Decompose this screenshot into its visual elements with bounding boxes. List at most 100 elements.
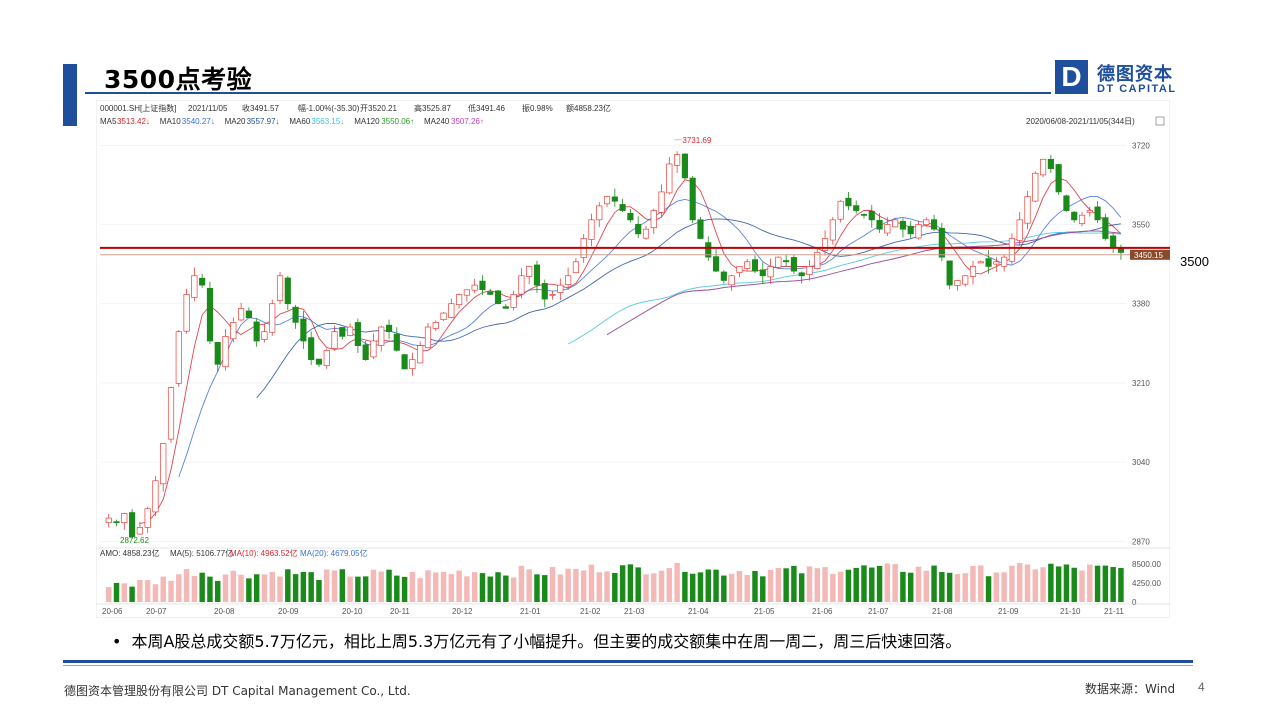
ma-legend-value: 3540.27↓ bbox=[182, 117, 215, 126]
candle-body bbox=[837, 200, 844, 220]
volume-bar bbox=[417, 578, 423, 602]
candle-body bbox=[245, 310, 252, 319]
candle-body bbox=[572, 261, 579, 274]
volume-bar bbox=[394, 575, 400, 602]
volume-bar bbox=[471, 572, 478, 602]
x-tick-label: 21-11 bbox=[1104, 607, 1124, 616]
candle-body bbox=[541, 283, 548, 300]
candle-body bbox=[276, 275, 284, 301]
x-tick-label: 21-06 bbox=[812, 607, 833, 616]
ma-legend: MA5 3513.42↓ MA10 3540.27↓ MA20 3557.97↓ MA60 3… bbox=[100, 117, 484, 126]
volume-bar bbox=[176, 574, 182, 602]
y-tick-label: 3040 bbox=[1132, 458, 1150, 467]
candle-body bbox=[915, 224, 922, 239]
candle-body bbox=[183, 294, 190, 332]
slide-title: 3500点考验 bbox=[104, 65, 253, 94]
zoom-button[interactable] bbox=[1155, 116, 1165, 126]
volume-bar bbox=[682, 571, 688, 602]
volume-bar bbox=[744, 574, 750, 602]
volume-ma5: MA(5): 5106.77亿 bbox=[170, 548, 233, 558]
candle-body bbox=[152, 480, 159, 513]
ma-legend-value: 3557.97↓ bbox=[247, 117, 280, 126]
candle-body bbox=[728, 275, 735, 286]
candle-body bbox=[930, 219, 938, 230]
volume-tick-label: 0 bbox=[1132, 598, 1137, 607]
footer-divider-thin bbox=[63, 665, 1193, 666]
volume-ma10: MA(10): 4963.52亿 bbox=[230, 548, 298, 558]
candle-body bbox=[160, 443, 167, 485]
volume-bar bbox=[355, 576, 361, 602]
candle-body bbox=[206, 287, 214, 342]
candle-body bbox=[424, 326, 432, 349]
bullet-dot-icon: • bbox=[112, 632, 122, 651]
candle-body bbox=[354, 322, 361, 347]
volume-bar bbox=[160, 576, 166, 602]
candle-body bbox=[393, 333, 400, 351]
volume-bar bbox=[876, 565, 883, 602]
volume-bar bbox=[549, 567, 556, 602]
volume-bar bbox=[137, 579, 143, 602]
candle-body bbox=[720, 271, 727, 281]
volume-bar bbox=[783, 568, 789, 602]
footer-source: 数据来源：Wind bbox=[1085, 682, 1176, 696]
summary-bullet: • 本周A股总成交额5.7万亿元，相比上周5.3万亿元有了小幅提升。但主要的成交额… bbox=[112, 628, 961, 652]
volume-bar bbox=[401, 576, 408, 602]
ma-legend-name: MA120 bbox=[354, 117, 380, 126]
x-tick-label: 20-12 bbox=[452, 607, 473, 616]
volume-bar bbox=[215, 580, 221, 602]
candle-body bbox=[565, 275, 572, 286]
volume-bar bbox=[728, 573, 735, 602]
chart-header-row: 000001.SH[上证指数] 2021/11/05 收3491.57 幅-1.… bbox=[100, 103, 611, 113]
ma-line bbox=[256, 218, 1121, 399]
volume-bar bbox=[697, 572, 704, 602]
candle-body bbox=[938, 228, 945, 258]
candle-body bbox=[681, 153, 688, 179]
candle-body bbox=[845, 197, 852, 207]
volume-bar bbox=[806, 566, 813, 602]
candle-body bbox=[385, 324, 393, 333]
x-tick-label: 20-06 bbox=[102, 607, 123, 616]
volume-bar bbox=[931, 565, 937, 602]
candle-body bbox=[448, 303, 455, 319]
volume-bar bbox=[798, 573, 805, 602]
candle-body bbox=[946, 260, 953, 286]
volume-bar bbox=[1094, 565, 1101, 602]
volume-bar bbox=[487, 576, 493, 602]
volume-bar bbox=[635, 567, 641, 602]
logo-mark: D bbox=[1055, 60, 1088, 94]
header-amount: 额4858.23亿 bbox=[566, 103, 611, 113]
ma-line bbox=[606, 230, 1121, 336]
candle-body bbox=[736, 266, 743, 273]
volume-bar bbox=[433, 572, 439, 602]
volume-bar bbox=[1079, 570, 1085, 602]
candle-body bbox=[666, 163, 673, 194]
candle-body bbox=[230, 322, 237, 340]
candle-body bbox=[510, 294, 517, 308]
volume-bar bbox=[261, 574, 268, 602]
candle-body bbox=[284, 277, 291, 305]
volume-bar bbox=[269, 571, 275, 602]
candle-body bbox=[884, 224, 891, 234]
ma-legend-name: MA5 bbox=[100, 117, 117, 126]
candle-body bbox=[167, 387, 175, 440]
volume-bar bbox=[970, 565, 976, 602]
candle-body bbox=[712, 256, 720, 272]
volume-bar bbox=[1063, 564, 1070, 602]
volume-bar bbox=[915, 566, 922, 602]
header-date: 2021/11/05 bbox=[188, 104, 228, 113]
candle-body bbox=[401, 354, 408, 370]
volume-bar bbox=[370, 569, 377, 602]
x-tick-label: 21-09 bbox=[998, 607, 1019, 616]
volume-ma20: MA(20): 4679.05亿 bbox=[300, 548, 368, 558]
ma-line bbox=[178, 196, 1122, 478]
volume-bar bbox=[230, 570, 237, 602]
volume-bar bbox=[285, 569, 291, 602]
candle-body bbox=[269, 303, 276, 333]
candle-body bbox=[300, 318, 307, 342]
candle-body bbox=[409, 359, 416, 369]
candle-body bbox=[456, 294, 463, 305]
candle-body bbox=[1016, 219, 1023, 241]
volume-bar bbox=[409, 571, 416, 602]
title-underline bbox=[85, 92, 1051, 94]
